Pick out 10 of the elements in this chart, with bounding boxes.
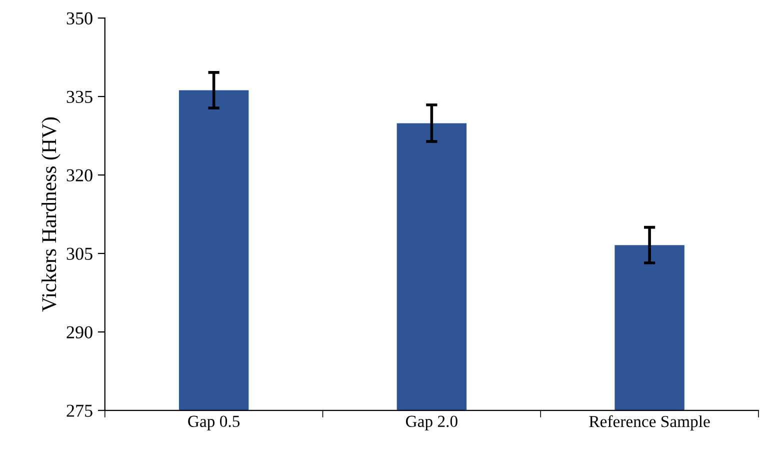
- y-tick-label: 290: [66, 326, 92, 338]
- x-tick-label: Gap 0.5: [188, 416, 240, 430]
- y-axis-title: Vickers Hardness (HV): [42, 117, 60, 312]
- y-tick-label: 350: [66, 12, 92, 24]
- x-tick-label: Reference Sample: [589, 415, 710, 431]
- y-tick-label: 320: [66, 169, 92, 182]
- x-tick-label: Gap 2.0: [406, 416, 458, 430]
- y-tick-label: 305: [66, 248, 92, 260]
- y-tick-label: 335: [66, 90, 92, 103]
- y-tick-label: 275: [66, 404, 92, 417]
